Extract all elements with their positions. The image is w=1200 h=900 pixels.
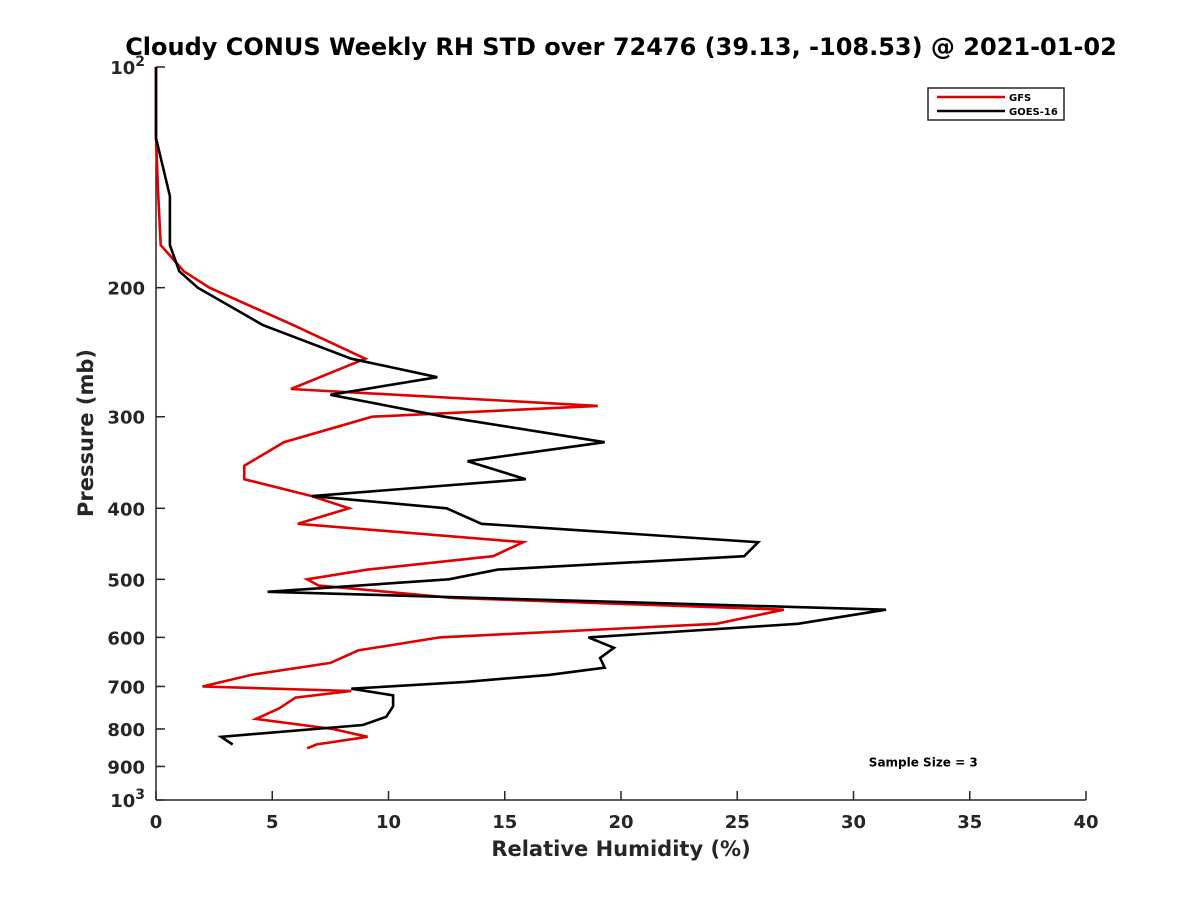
x-tick-label: 0: [150, 812, 163, 833]
annotations: Sample Size = 3: [869, 755, 978, 769]
y-tick-label-base: 800: [107, 720, 145, 741]
y-tick-label-base: 600: [107, 628, 145, 649]
x-tick-label: 25: [725, 812, 750, 833]
y-tick-label-exponent: 2: [135, 54, 145, 70]
y-tick-label: 102: [110, 54, 145, 79]
x-tick-label: 5: [266, 812, 279, 833]
y-tick-label-base: 400: [107, 499, 145, 520]
legend-label: GFS: [1009, 93, 1031, 104]
x-tick-label: 35: [957, 812, 982, 833]
y-tick-label: 600: [107, 628, 145, 649]
y-tick-label-base: 10: [110, 58, 135, 79]
y-tick-label: 103: [110, 787, 145, 812]
y-tick-label-base: 200: [107, 279, 145, 300]
y-tick-label-exponent: 3: [135, 787, 145, 803]
y-tick-label-base: 700: [107, 677, 145, 698]
y-tick-label: 300: [107, 408, 145, 429]
y-tick-label: 900: [107, 757, 145, 778]
y-tick-label-base: 10: [110, 791, 135, 812]
x-axis-ticks: 0 5 10 15 20 25 30 35 40: [150, 791, 1099, 833]
x-tick-label: 20: [608, 812, 633, 833]
y-tick-label-base: 300: [107, 408, 145, 429]
series-layer: [154, 67, 887, 750]
legend: GFS GOES-16: [927, 87, 1065, 121]
y-axis-label: Pressure (mb): [74, 349, 98, 517]
x-tick-label: 30: [841, 812, 866, 833]
x-axis-label: Relative Humidity (%): [491, 837, 750, 861]
x-tick-label: 15: [492, 812, 517, 833]
series-line-gfs: [154, 67, 785, 750]
y-tick-label: 200: [107, 279, 145, 300]
x-tick-label: 40: [1073, 812, 1098, 833]
sample-size-annotation: Sample Size = 3: [869, 755, 978, 769]
chart-title: Cloudy CONUS Weekly RH STD over 72476 (3…: [125, 33, 1117, 61]
legend-box: [927, 87, 1065, 121]
y-tick-label: 700: [107, 677, 145, 698]
legend-label: GOES-16: [1009, 107, 1058, 118]
y-tick-label: 400: [107, 499, 145, 520]
y-tick-label-base: 500: [107, 570, 145, 591]
x-tick-label: 10: [376, 812, 401, 833]
y-tick-label: 800: [107, 720, 145, 741]
y-tick-label-base: 900: [107, 757, 145, 778]
series-line-goes-16: [154, 67, 887, 746]
y-tick-label: 500: [107, 570, 145, 591]
